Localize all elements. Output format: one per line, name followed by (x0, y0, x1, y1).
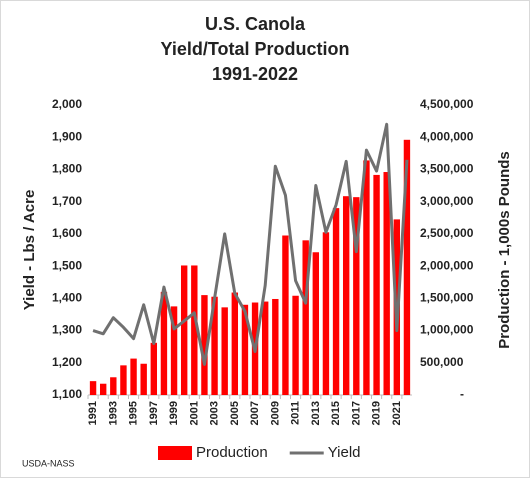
legend-label: Yield (328, 444, 361, 461)
x-tick-label: 2015 (330, 401, 342, 425)
y2-tick-label: 3,000,000 (420, 194, 474, 208)
y2-tick-label: 1,500,000 (420, 291, 474, 305)
x-tick-label: 1997 (148, 401, 160, 425)
y2-tick-label: 3,500,000 (420, 162, 474, 176)
source-note: USDA-NASS (22, 458, 75, 468)
y2-tick-label: 1,000,000 (420, 323, 474, 337)
bar (322, 232, 330, 395)
line (92, 122, 409, 366)
bar (140, 363, 147, 395)
bar (201, 295, 208, 395)
x-tick-label: 1995 (128, 401, 140, 425)
bar (373, 174, 380, 395)
x-tick-label: 2005 (229, 401, 241, 425)
y-tick-label: 1,600 (52, 226, 82, 240)
bar (403, 139, 411, 395)
y2-tick-label: 4,500,000 (420, 97, 474, 111)
x-tick-label: 2021 (391, 401, 403, 425)
x-tick-label: 2019 (371, 401, 383, 425)
bar (342, 196, 350, 395)
x-tick-label: 2007 (249, 401, 261, 425)
chart-title: Yield/Total Production (161, 39, 350, 59)
bar (191, 265, 198, 395)
x-tick-label: 1999 (168, 401, 180, 425)
bar (211, 296, 218, 395)
y-tick-label: 1,500 (52, 258, 82, 272)
y-tick-label: 1,900 (52, 129, 82, 143)
bar (302, 240, 309, 395)
x-tick-label: 2003 (209, 401, 221, 425)
y2-tick-label: 2,000,000 (420, 258, 474, 272)
y-tick-label: 1,100 (52, 387, 82, 401)
bar (332, 208, 340, 395)
bar (383, 172, 390, 395)
y-tick-label: 1,200 (52, 355, 82, 369)
x-tick-label: 2011 (290, 401, 302, 425)
bar (180, 265, 188, 395)
y-tick-label: 1,300 (52, 323, 82, 337)
bar (292, 295, 299, 395)
y2-tick-label: 4,000,000 (420, 129, 474, 143)
bar (261, 301, 269, 395)
y2-tick-label: 500,000 (420, 355, 464, 369)
y-axis-title: Yield - Lbs / Acre (21, 190, 38, 311)
bar (363, 160, 370, 395)
x-tick-label: 1991 (87, 401, 99, 425)
y2-tick-label: 2,500,000 (420, 226, 474, 240)
bar (150, 342, 158, 395)
legend-label: Production (196, 444, 268, 461)
bar (99, 383, 107, 395)
y-tick-label: 1,400 (52, 291, 82, 305)
bar (353, 197, 360, 395)
bar (170, 306, 178, 395)
x-tick-label: 2017 (350, 401, 362, 425)
chart-title: U.S. Canola (205, 14, 306, 34)
bar (231, 292, 239, 395)
bar (272, 298, 279, 395)
bar (160, 291, 168, 395)
x-tick-label: 2013 (310, 401, 322, 425)
bar (282, 235, 289, 395)
y-tick-label: 2,000 (52, 97, 82, 111)
bar (89, 381, 97, 395)
bar (120, 365, 127, 395)
chart-title: 1991-2022 (212, 64, 298, 84)
bar (241, 304, 249, 395)
legend-swatch (158, 446, 192, 460)
y2-axis-title: Production - 1,000s Pounds (496, 151, 513, 349)
bar (312, 252, 320, 395)
x-tick-label: 2001 (188, 401, 200, 425)
y-tick-label: 1,800 (52, 162, 82, 176)
y-tick-label: 1,700 (52, 194, 82, 208)
x-tick-label: 1993 (107, 401, 119, 425)
y2-tick-label: - (460, 387, 464, 401)
bar (221, 307, 228, 395)
bar (110, 377, 117, 395)
x-tick-label: 2009 (269, 401, 281, 425)
bar (130, 358, 137, 395)
